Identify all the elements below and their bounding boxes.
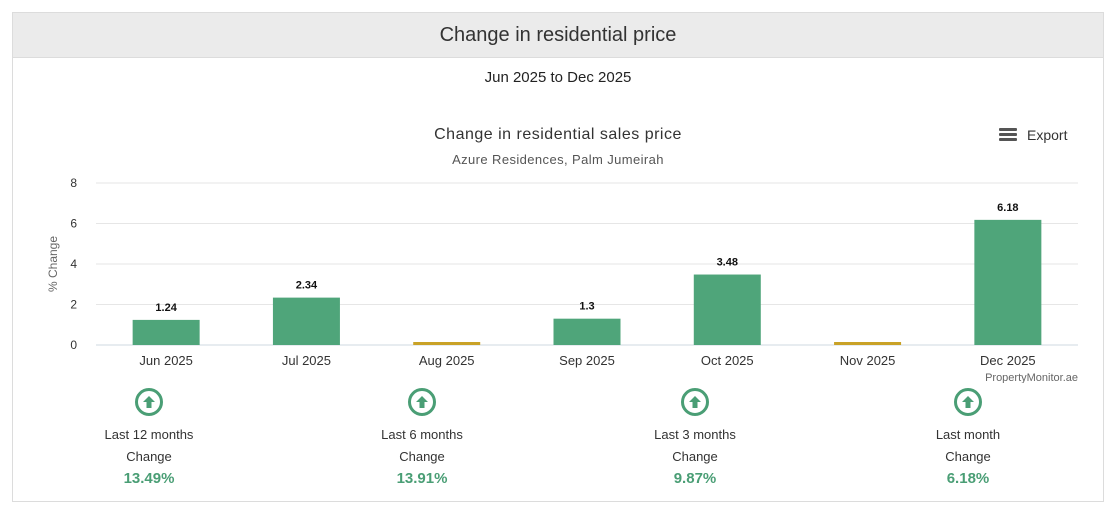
chart-subtitle: Azure Residences, Palm Jumeirah: [452, 152, 664, 167]
bar-chart: Change in residential sales price Azure R…: [46, 126, 1078, 383]
bar: [272, 297, 340, 345]
stat-last-12-months: Last 12 months Change 13.49%: [49, 388, 249, 490]
arrow-up-circle-icon: [681, 388, 709, 416]
bar: [413, 342, 481, 345]
x-tick-label: Nov 2025: [840, 353, 896, 368]
stats-row: Last 12 months Change 13.49% Last 6 mont…: [13, 388, 1103, 498]
stat-value: 6.18%: [946, 470, 990, 487]
stat-period: Last 12 months: [104, 427, 194, 442]
stat-label: Change: [126, 449, 172, 464]
x-tick-label: Aug 2025: [419, 353, 475, 368]
x-tick-label: Sep 2025: [559, 353, 615, 368]
data-label: 6.18: [997, 202, 1018, 214]
bar: [553, 318, 621, 345]
x-tick-label: Jul 2025: [282, 353, 331, 368]
stat-label: Change: [945, 449, 991, 464]
bar: [132, 319, 200, 345]
x-tick-label: Dec 2025: [980, 353, 1036, 368]
stat-value: 9.87%: [673, 470, 717, 487]
price-change-card: Change in residential price Jun 2025 to …: [12, 12, 1104, 502]
y-tick-label: 2: [70, 298, 77, 312]
chart-title: Change in residential sales price: [434, 126, 682, 143]
stat-label: Change: [672, 449, 718, 464]
data-label: 1.3: [579, 301, 594, 313]
arrow-up-circle-icon: [408, 388, 436, 416]
y-tick-label: 6: [70, 217, 77, 231]
stat-last-3-months: Last 3 months Change 9.87%: [595, 388, 795, 490]
y-tick-label: 8: [70, 176, 77, 190]
bar: [974, 219, 1042, 345]
card-title: Change in residential price: [13, 13, 1103, 58]
stat-label: Change: [399, 449, 445, 464]
export-label: Export: [1027, 127, 1068, 143]
arrow-up-circle-icon: [135, 388, 163, 416]
hamburger-menu-icon: [999, 128, 1017, 142]
stat-period: Last month: [935, 427, 1001, 442]
data-label: 1.24: [155, 302, 177, 314]
arrow-up-circle-icon: [954, 388, 982, 416]
bar: [834, 342, 902, 345]
x-tick-label: Oct 2025: [701, 353, 754, 368]
export-button[interactable]: Export: [999, 127, 1067, 143]
y-tick-label: 4: [70, 257, 77, 271]
y-axis-label: % Change: [46, 236, 60, 292]
data-label: 2.34: [296, 280, 318, 292]
chart-credit: PropertyMonitor.ae: [985, 372, 1078, 383]
date-range: Jun 2025 to Dec 2025: [484, 69, 632, 86]
x-tick-label: Jun 2025: [139, 353, 193, 368]
stat-last-6-months: Last 6 months Change 13.91%: [322, 388, 522, 490]
data-label: 3.48: [717, 257, 738, 269]
stat-period: Last 3 months: [654, 427, 736, 442]
stat-value: 13.49%: [123, 470, 175, 487]
bar: [693, 274, 761, 345]
stat-last-month: Last month Change 6.18%: [868, 388, 1068, 490]
y-tick-label: 0: [70, 338, 77, 352]
stat-period: Last 6 months: [381, 427, 463, 442]
stat-value: 13.91%: [396, 470, 448, 487]
